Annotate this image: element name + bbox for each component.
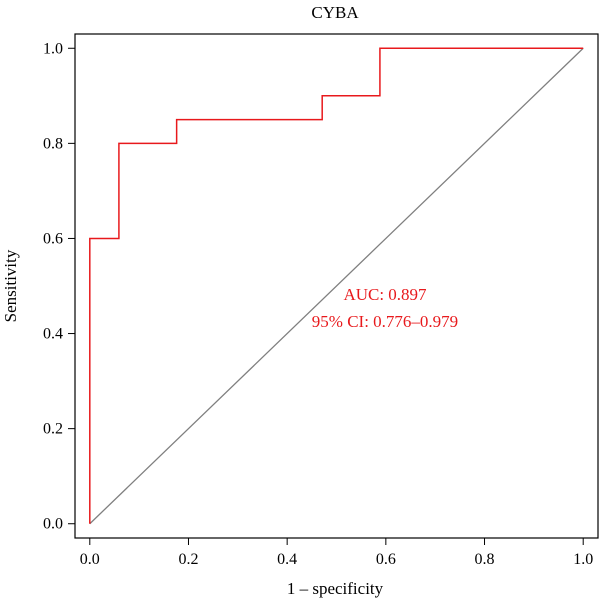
x-tick-label: 1.0 <box>573 551 593 568</box>
x-tick-label: 0.0 <box>80 551 100 568</box>
auc-annotation: AUC: 0.897 <box>343 285 427 304</box>
y-tick-label: 0.6 <box>43 230 63 247</box>
x-tick-label: 0.8 <box>475 551 495 568</box>
x-axis-title: 1 – specificity <box>287 579 384 598</box>
x-tick-label: 0.4 <box>277 551 297 568</box>
x-axis: 0.0 0.2 0.4 0.6 0.8 1.0 <box>80 538 593 568</box>
y-tick-label: 0.2 <box>43 421 63 438</box>
ci-annotation: 95% CI: 0.776–0.979 <box>312 312 458 331</box>
x-tick-label: 0.6 <box>376 551 396 568</box>
series-layer <box>89 47 584 525</box>
roc-curve <box>89 47 584 524</box>
y-tick-label: 0.8 <box>43 135 63 152</box>
y-axis-title: Sensitivity <box>1 249 20 322</box>
x-tick-label: 0.2 <box>178 551 198 568</box>
y-tick-label: 0.0 <box>43 516 63 533</box>
reference-diagonal <box>89 47 584 525</box>
y-tick-label: 1.0 <box>43 40 63 57</box>
chart-title: CYBA <box>311 3 359 22</box>
y-axis: 0.0 0.2 0.4 0.6 0.8 1.0 <box>43 40 75 533</box>
plot-frame <box>74 33 599 539</box>
y-tick-label: 0.4 <box>43 326 63 343</box>
